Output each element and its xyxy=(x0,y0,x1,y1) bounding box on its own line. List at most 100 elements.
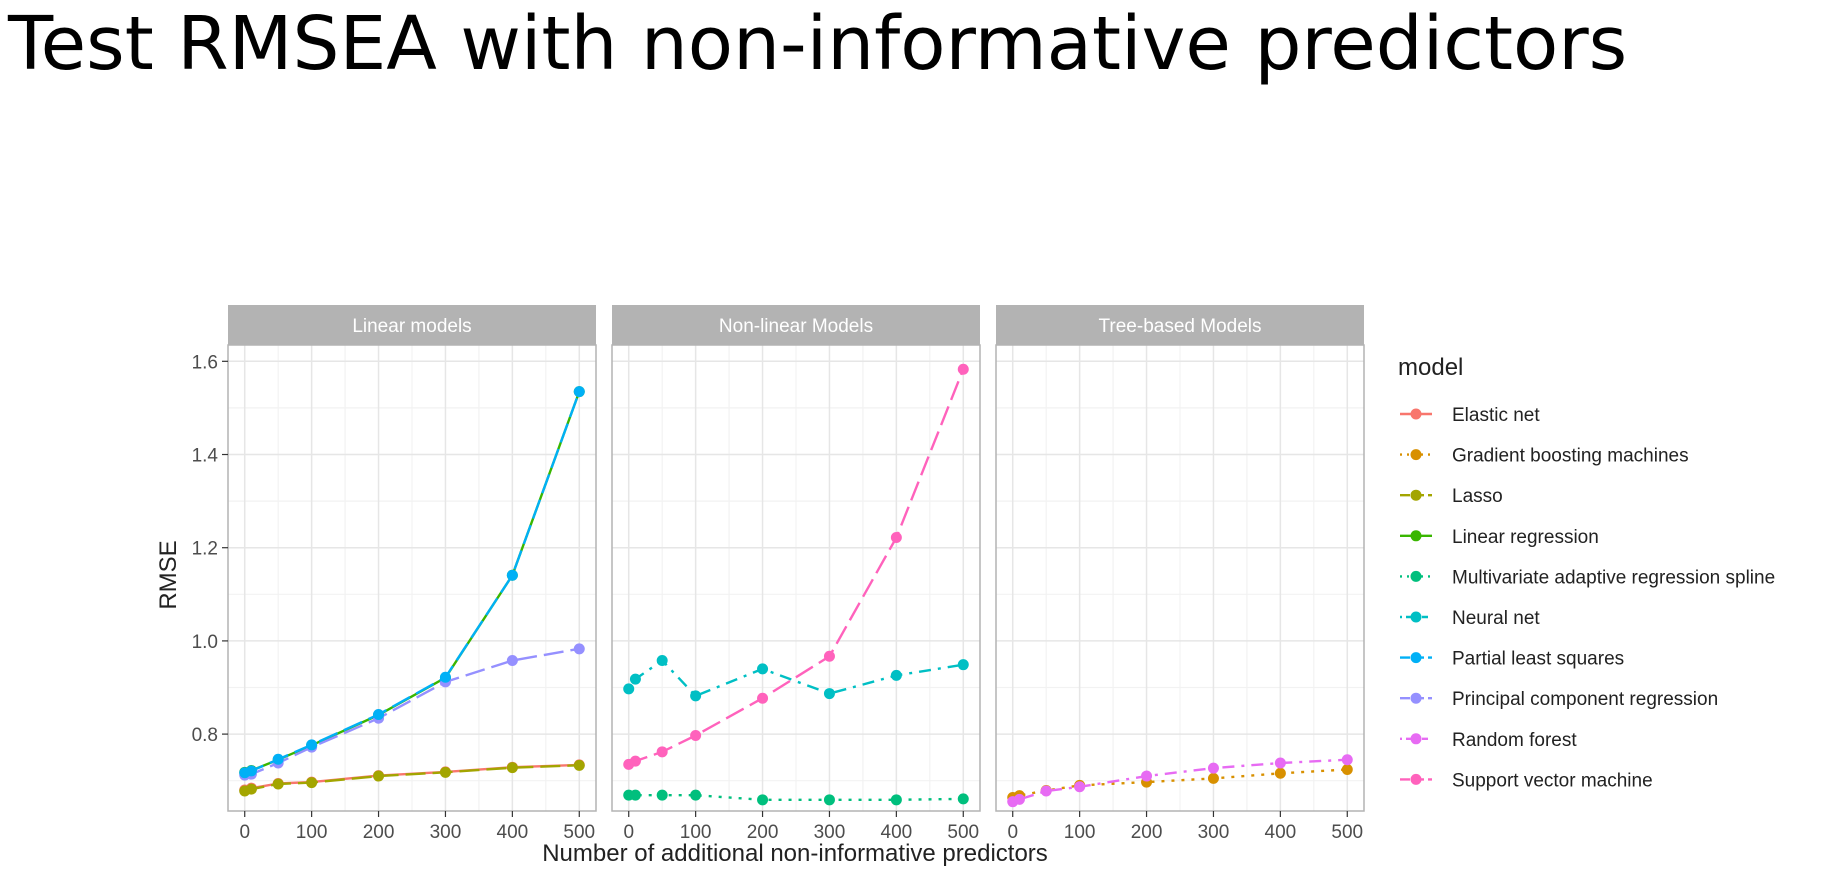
data-point xyxy=(373,770,385,782)
data-point xyxy=(439,766,451,778)
x-axis-title: Number of additional non-informative pre… xyxy=(542,840,1048,867)
y-tick-label: 1.4 xyxy=(192,446,219,467)
data-point xyxy=(573,386,585,398)
panel-border xyxy=(227,344,597,812)
x-tick-label: 300 xyxy=(1198,822,1230,843)
data-point xyxy=(272,753,284,765)
data-point xyxy=(306,777,318,789)
legend-key-point xyxy=(1410,652,1422,664)
legend-item: Multivariate adaptive regression spline xyxy=(1400,567,1775,588)
series-multivariate-adaptive-regression-spline xyxy=(623,789,969,806)
legend-label: Gradient boosting machines xyxy=(1452,446,1689,467)
data-point xyxy=(1141,770,1153,782)
y-tick-label: 1.0 xyxy=(192,632,218,653)
data-point xyxy=(629,673,641,685)
legend-label: Partial least squares xyxy=(1452,649,1624,670)
legend-item: Gradient boosting machines xyxy=(1400,446,1689,467)
legend-key-point xyxy=(1410,449,1422,461)
series-partial-least-squares xyxy=(239,386,585,779)
legend-item: Neural net xyxy=(1400,608,1540,629)
legend-label: Support vector machine xyxy=(1452,770,1653,791)
x-tick-label: 200 xyxy=(747,822,779,843)
data-point xyxy=(1207,772,1219,784)
data-point xyxy=(656,654,668,666)
x-tick-label: 100 xyxy=(680,822,712,843)
x-tick-label: 300 xyxy=(814,822,846,843)
legend-key-point xyxy=(1410,489,1422,501)
data-point xyxy=(1274,767,1286,779)
data-point xyxy=(245,783,257,795)
legend-key-point xyxy=(1410,408,1422,420)
x-tick-label: 0 xyxy=(623,822,634,843)
y-tick-label: 1.2 xyxy=(192,539,218,560)
panel-strip-label: Linear models xyxy=(352,316,471,337)
data-point xyxy=(890,531,902,543)
panel-2: Non-linear Models 0 100 200 300 400 500 xyxy=(611,305,981,843)
data-point xyxy=(629,789,641,801)
x-tick-label: 400 xyxy=(497,822,529,843)
panel-strip-label: Tree-based Models xyxy=(1099,316,1262,337)
data-point xyxy=(272,778,284,790)
x-tick-label: 200 xyxy=(1131,822,1163,843)
panel-border xyxy=(995,344,1365,812)
legend-label: Random forest xyxy=(1452,730,1577,751)
x-tick-label: 200 xyxy=(363,822,395,843)
legend-label: Lasso xyxy=(1452,486,1503,507)
data-point xyxy=(823,794,835,806)
panel-strip-label: Non-linear Models xyxy=(719,316,873,337)
data-point xyxy=(890,794,902,806)
legend-key-point xyxy=(1410,611,1422,623)
legend-item: Random forest xyxy=(1400,730,1577,751)
data-point xyxy=(306,739,318,751)
legend-key-point xyxy=(1410,530,1422,542)
x-tick-label: 400 xyxy=(881,822,913,843)
y-axis-title: RMSE xyxy=(155,540,182,609)
panel-strip xyxy=(228,305,596,345)
x-tick-label: 0 xyxy=(1007,822,1018,843)
data-point xyxy=(506,569,518,581)
legend-label: Linear regression xyxy=(1452,527,1599,548)
legend-item: Lasso xyxy=(1400,486,1503,507)
data-point xyxy=(1074,781,1086,793)
legend-item: Partial least squares xyxy=(1400,649,1624,670)
legend-label: Elastic net xyxy=(1452,405,1540,426)
panel-border xyxy=(611,344,981,812)
data-point xyxy=(656,746,668,758)
legend-item: Support vector machine xyxy=(1400,770,1653,791)
x-tick-label: 100 xyxy=(296,822,328,843)
data-point xyxy=(757,692,769,704)
data-point xyxy=(245,765,257,777)
legend-label: Principal component regression xyxy=(1452,689,1718,710)
data-point xyxy=(656,789,668,801)
y-tick-label: 0.8 xyxy=(192,725,218,746)
data-point xyxy=(506,762,518,774)
x-tick-label: 100 xyxy=(1064,822,1096,843)
data-point xyxy=(623,683,635,695)
data-point xyxy=(690,789,702,801)
data-point xyxy=(1341,754,1353,766)
x-tick-label: 500 xyxy=(947,822,979,843)
panel-1: Linear models 0 100 200 300 400 500 xyxy=(227,305,597,843)
data-point xyxy=(690,730,702,742)
data-point xyxy=(1207,762,1219,774)
y-axis: 0.8 1.0 1.2 1.4 1.6 xyxy=(192,352,228,746)
data-point xyxy=(823,650,835,662)
data-point xyxy=(890,669,902,681)
series-support-vector-machine xyxy=(623,363,969,770)
data-point xyxy=(439,671,451,683)
legend-key-point xyxy=(1410,733,1422,745)
legend-key-point xyxy=(1410,773,1422,785)
series-neural-net xyxy=(623,654,969,702)
data-point xyxy=(573,643,585,655)
data-point xyxy=(1341,764,1353,776)
data-point xyxy=(1274,757,1286,769)
data-point xyxy=(957,793,969,805)
legend: model Elastic net Gradient boosting machi… xyxy=(1398,354,1775,791)
data-point xyxy=(823,688,835,700)
data-point xyxy=(757,663,769,675)
data-point xyxy=(629,755,641,767)
x-tick-label: 400 xyxy=(1265,822,1297,843)
series-random-forest xyxy=(1007,754,1353,808)
